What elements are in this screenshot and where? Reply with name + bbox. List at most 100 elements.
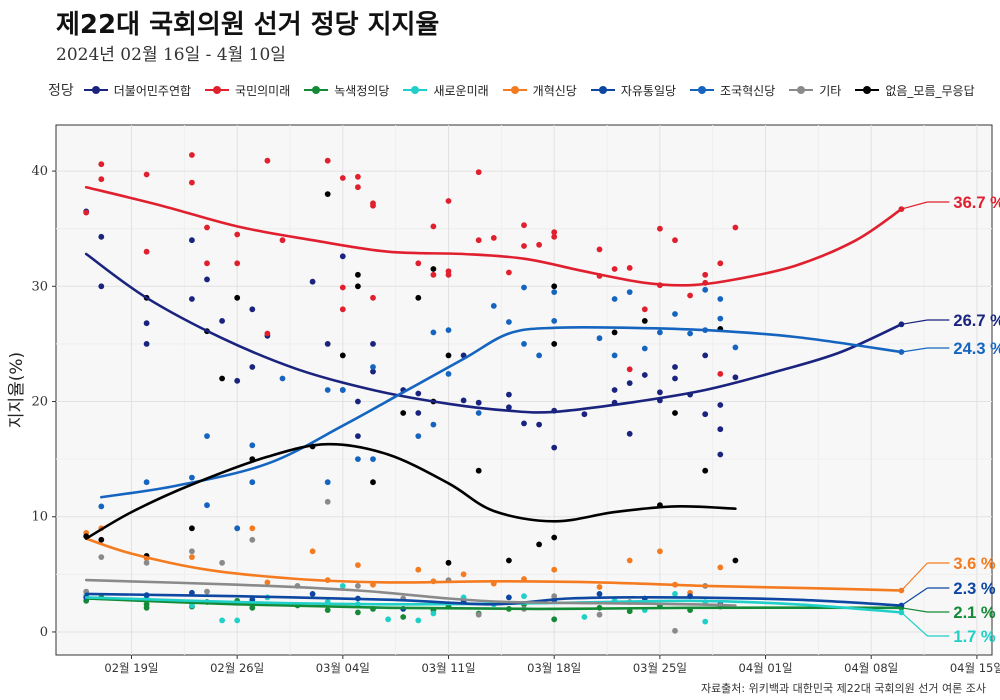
legend-key-icon: [83, 84, 108, 96]
data-point: [551, 229, 558, 236]
legend-key-icon: [403, 84, 428, 96]
data-point: [430, 223, 437, 230]
data-point: [204, 260, 210, 267]
data-point: [279, 237, 286, 244]
data-point: [702, 286, 709, 293]
data-point: [521, 341, 527, 347]
data-point: [717, 296, 724, 302]
data-point: [189, 554, 195, 560]
data-point: [355, 271, 361, 278]
data-point: [370, 202, 376, 209]
data-point: [521, 284, 527, 291]
legend-label: 개혁신당: [532, 83, 577, 98]
data-point: [641, 318, 648, 324]
data-point: [415, 410, 422, 416]
data-point: [581, 411, 588, 418]
data-point: [189, 152, 195, 158]
data-point: [98, 161, 105, 168]
data-point: [521, 243, 527, 249]
legend-key-icon: [855, 84, 880, 96]
data-point: [536, 541, 542, 548]
data-point: [475, 410, 482, 416]
data-point: [355, 609, 361, 616]
end-value-label: 2.1 %: [953, 604, 996, 622]
legend-item: 없음_모름_무응답: [855, 82, 975, 99]
data-point: [324, 479, 331, 486]
legend-key-icon: [502, 84, 527, 96]
data-point: [234, 231, 241, 238]
data-point: [430, 421, 437, 428]
data-point: [189, 525, 195, 532]
trend-line: [84, 537, 903, 592]
data-point: [475, 237, 482, 244]
data-point: [611, 296, 618, 302]
chart-subtitle: 2024년 02월 16일 - 4월 10일: [56, 45, 286, 65]
data-point: [460, 397, 467, 404]
y-tick-label: 0: [40, 625, 48, 640]
legend-label: 없음_모름_무응답: [885, 83, 975, 98]
data-point: [717, 371, 724, 377]
data-point: [596, 335, 603, 342]
data-point: [626, 289, 633, 295]
data-point: [143, 171, 150, 178]
end-value-label: 3.6 %: [953, 555, 996, 573]
data-point: [143, 601, 150, 608]
data-point: [219, 617, 226, 624]
y-tick-label: 20: [31, 395, 48, 410]
data-point: [279, 375, 286, 382]
data-point: [611, 266, 618, 272]
data-point: [234, 294, 241, 301]
data-point: [355, 283, 361, 290]
data-point: [339, 387, 346, 393]
legend-key-icon: [690, 84, 715, 96]
legend-item: 기타: [789, 82, 841, 99]
data-point: [385, 616, 391, 623]
data-point: [490, 303, 497, 309]
data-point: [189, 237, 195, 244]
data-point: [506, 594, 512, 601]
y-tick-label: 30: [31, 279, 48, 294]
legend-label: 자유통일당: [620, 83, 677, 98]
trend-line: [84, 578, 737, 607]
data-point: [521, 593, 527, 600]
data-point: [264, 579, 271, 586]
data-point: [672, 311, 678, 317]
data-point: [475, 611, 482, 618]
legend-key-icon: [590, 84, 615, 96]
data-point: [626, 430, 633, 437]
end-value-label: 2.3 %: [953, 580, 996, 598]
data-point: [702, 271, 709, 278]
data-point: [189, 296, 195, 302]
data-point: [717, 402, 724, 408]
data-point: [506, 269, 512, 276]
data-point: [702, 618, 709, 625]
data-point: [249, 525, 256, 532]
legend-item: 자유통일당: [590, 82, 677, 99]
data-point: [672, 375, 678, 382]
end-label-leader: [901, 319, 928, 325]
legend-label: 기타: [819, 83, 842, 98]
data-point: [596, 246, 603, 253]
data-point: [732, 344, 739, 351]
data-point: [596, 591, 603, 597]
data-point: [672, 364, 678, 370]
end-value-label: 24.3 %: [953, 340, 1000, 358]
data-point: [324, 607, 331, 613]
data-point: [98, 554, 105, 560]
data-point: [204, 433, 210, 439]
data-point: [687, 292, 693, 299]
end-value-label: 1.7 %: [953, 628, 996, 646]
series-points-1: [83, 152, 905, 377]
data-point: [672, 627, 678, 634]
legend-label: 새로운미래: [433, 83, 489, 98]
data-point: [249, 364, 256, 370]
legend-key-icon: [789, 84, 814, 96]
x-tick-label: 04월 15일: [950, 661, 1000, 675]
data-point: [264, 330, 271, 337]
data-point: [324, 157, 331, 164]
series-points-6: [98, 284, 905, 532]
trend-lines: [84, 185, 903, 614]
data-point: [717, 260, 724, 267]
data-point: [657, 329, 663, 336]
data-point: [98, 176, 105, 183]
